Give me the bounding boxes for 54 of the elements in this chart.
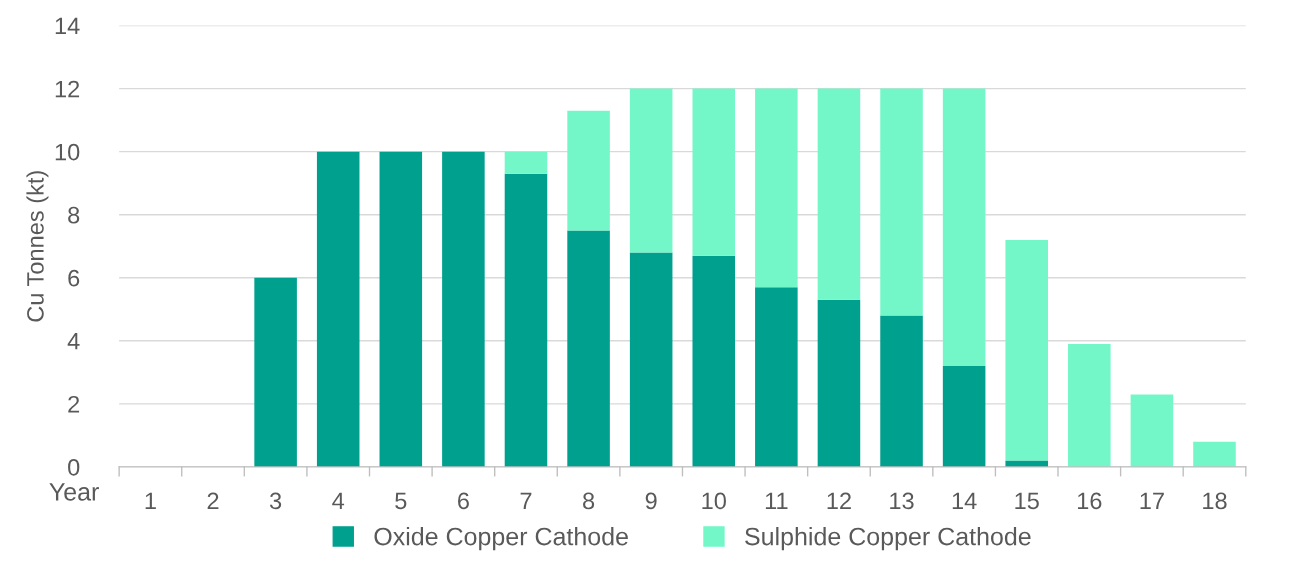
- y-tick-label: 8: [68, 206, 80, 224]
- x-tick-label: 10: [702, 492, 726, 510]
- x-tick-label: 16: [1077, 492, 1102, 510]
- x-tick-label: 1: [145, 492, 156, 510]
- bar: [442, 151, 485, 467]
- bar: [504, 173, 548, 467]
- bar: [504, 151, 548, 174]
- bar: [880, 88, 923, 316]
- y-tick-label: 14: [55, 17, 80, 35]
- bar: [942, 366, 986, 467]
- x-tick-label: 14: [952, 492, 977, 510]
- bar: [1193, 441, 1236, 467]
- bar: [629, 88, 673, 253]
- x-tick-label: 11: [765, 492, 788, 510]
- bar: [567, 110, 610, 231]
- legend-label: Sulphide Copper Cathode: [745, 527, 1031, 551]
- bar: [755, 287, 798, 467]
- x-tick-label: 17: [1140, 492, 1164, 510]
- bar: [629, 252, 673, 467]
- bar: [316, 151, 360, 467]
- bar: [880, 315, 923, 467]
- x-tick-label: 2: [207, 492, 219, 510]
- x-tick-label: 9: [645, 492, 657, 510]
- bar: [379, 151, 423, 467]
- x-tick-label: 5: [395, 492, 407, 510]
- x-tick-label: 7: [520, 492, 532, 510]
- bar: [1130, 394, 1174, 467]
- y-tick-label: 10: [55, 143, 80, 161]
- x-tick-label: 15: [1015, 492, 1039, 510]
- y-tick-label: 4: [67, 333, 80, 350]
- y-tick-label: 2: [68, 395, 80, 413]
- x-tick-label: 6: [458, 492, 469, 510]
- bar: [1005, 239, 1048, 461]
- y-tick-label: 6: [68, 269, 80, 287]
- x-tick-label: 4: [332, 492, 345, 510]
- y-tick-label: 12: [55, 80, 80, 98]
- y-axis-title: Cu Tonnes (kt): [26, 171, 49, 322]
- x-axis-title: Year: [49, 483, 99, 501]
- x-tick-label: 18: [1203, 492, 1227, 510]
- bar: [567, 230, 610, 467]
- bar: [817, 88, 861, 300]
- legend-label: Oxide Copper Cathode: [374, 527, 628, 551]
- bar: [755, 88, 798, 288]
- bar: [692, 255, 736, 467]
- bar: [817, 299, 861, 467]
- bar: [692, 88, 736, 256]
- x-tick-label: 8: [583, 492, 595, 510]
- bar: [942, 88, 986, 367]
- bar: [254, 277, 297, 467]
- y-tick-label: 0: [68, 458, 80, 476]
- x-tick-label: 13: [890, 492, 914, 510]
- bar: [1068, 343, 1111, 467]
- x-tick-label: 3: [269, 492, 282, 510]
- x-tick-label: 12: [827, 492, 851, 510]
